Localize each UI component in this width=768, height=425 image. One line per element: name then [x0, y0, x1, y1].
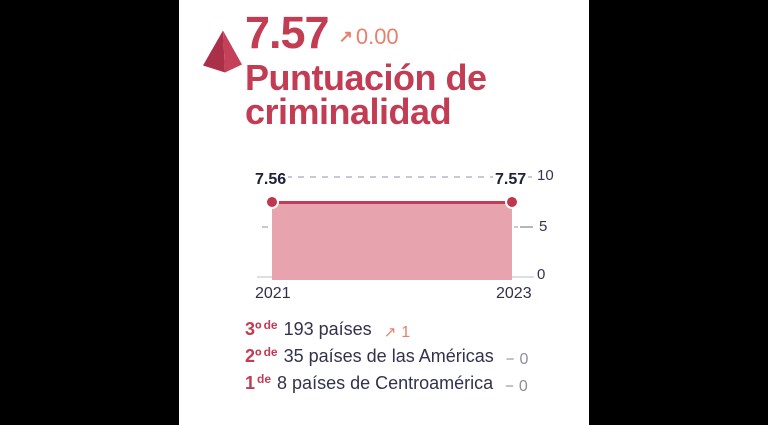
- score-value: 7.57: [245, 7, 330, 58]
- rank-number: 3º: [245, 319, 262, 339]
- score-header: 7.57 ↗ 0.00: [245, 8, 399, 58]
- point-label-2021: 7.56: [253, 171, 289, 189]
- rank-number: 1: [245, 373, 256, 393]
- ranking-change-value: 0: [518, 378, 528, 395]
- ranking-change: − 0: [506, 349, 529, 371]
- xtick-label-2023: 2023: [496, 285, 532, 302]
- ranking-change: ↗ 1: [384, 322, 410, 344]
- rankings-list: 3º de 193 países ↗ 1 2º de 35 países de la…: [245, 318, 528, 399]
- ytick-label-0: 0: [537, 266, 546, 283]
- pyramid-logo-icon: [203, 29, 243, 74]
- ranking-text: 35 países de las Américas: [283, 346, 494, 366]
- ranking-row-centroamerica: 1 de 8 países de Centroamérica − 0: [245, 372, 528, 396]
- scorecard-panel: 7.57 ↗ 0.00 Puntuación de criminalidad 7…: [179, 0, 589, 425]
- ytick-5-mark: [520, 226, 533, 228]
- ytick-label-5: 5: [539, 218, 548, 235]
- point-label-2023: 7.57: [493, 171, 529, 189]
- xtick-label-2021: 2021: [255, 285, 291, 302]
- gridline-10: [262, 176, 535, 178]
- ranking-text: 193 países: [283, 319, 372, 339]
- page-title-line-1: Puntuación de: [245, 57, 487, 98]
- pyramid-icon-svg: [203, 30, 242, 73]
- up-arrow-icon: ↗: [338, 27, 353, 46]
- minus-icon: −: [505, 378, 514, 395]
- page-title: Puntuación de criminalidad: [245, 60, 487, 132]
- rank-number: 2º: [245, 346, 262, 366]
- rank-sup: de: [263, 345, 278, 359]
- ranking-text: 8 países de Centroamérica: [277, 373, 494, 393]
- score-trend-chart: 7.56 7.57 10 5 0 2021 2023: [179, 0, 589, 425]
- ytick-label-10: 10: [537, 167, 554, 184]
- score-change-value: 0.00: [355, 24, 399, 49]
- chart-area-fill: [265, 195, 519, 280]
- up-arrow-icon: ↗: [383, 324, 397, 341]
- rank-sup: de: [257, 372, 272, 386]
- data-point-2021[interactable]: [265, 195, 279, 209]
- ranking-row-americas: 2º de 35 países de las Américas − 0: [245, 345, 528, 369]
- minus-icon: −: [505, 351, 515, 368]
- score-change: ↗ 0.00: [339, 24, 399, 50]
- ranking-change-value: 0: [519, 351, 529, 368]
- data-point-2023[interactable]: [505, 195, 519, 209]
- ranking-row-world: 3º de 193 países ↗ 1: [245, 318, 528, 342]
- page-title-line-2: criminalidad: [245, 91, 452, 132]
- ranking-change-value: 1: [401, 324, 411, 341]
- ranking-change: − 0: [505, 376, 528, 398]
- rank-sup: de: [263, 318, 278, 332]
